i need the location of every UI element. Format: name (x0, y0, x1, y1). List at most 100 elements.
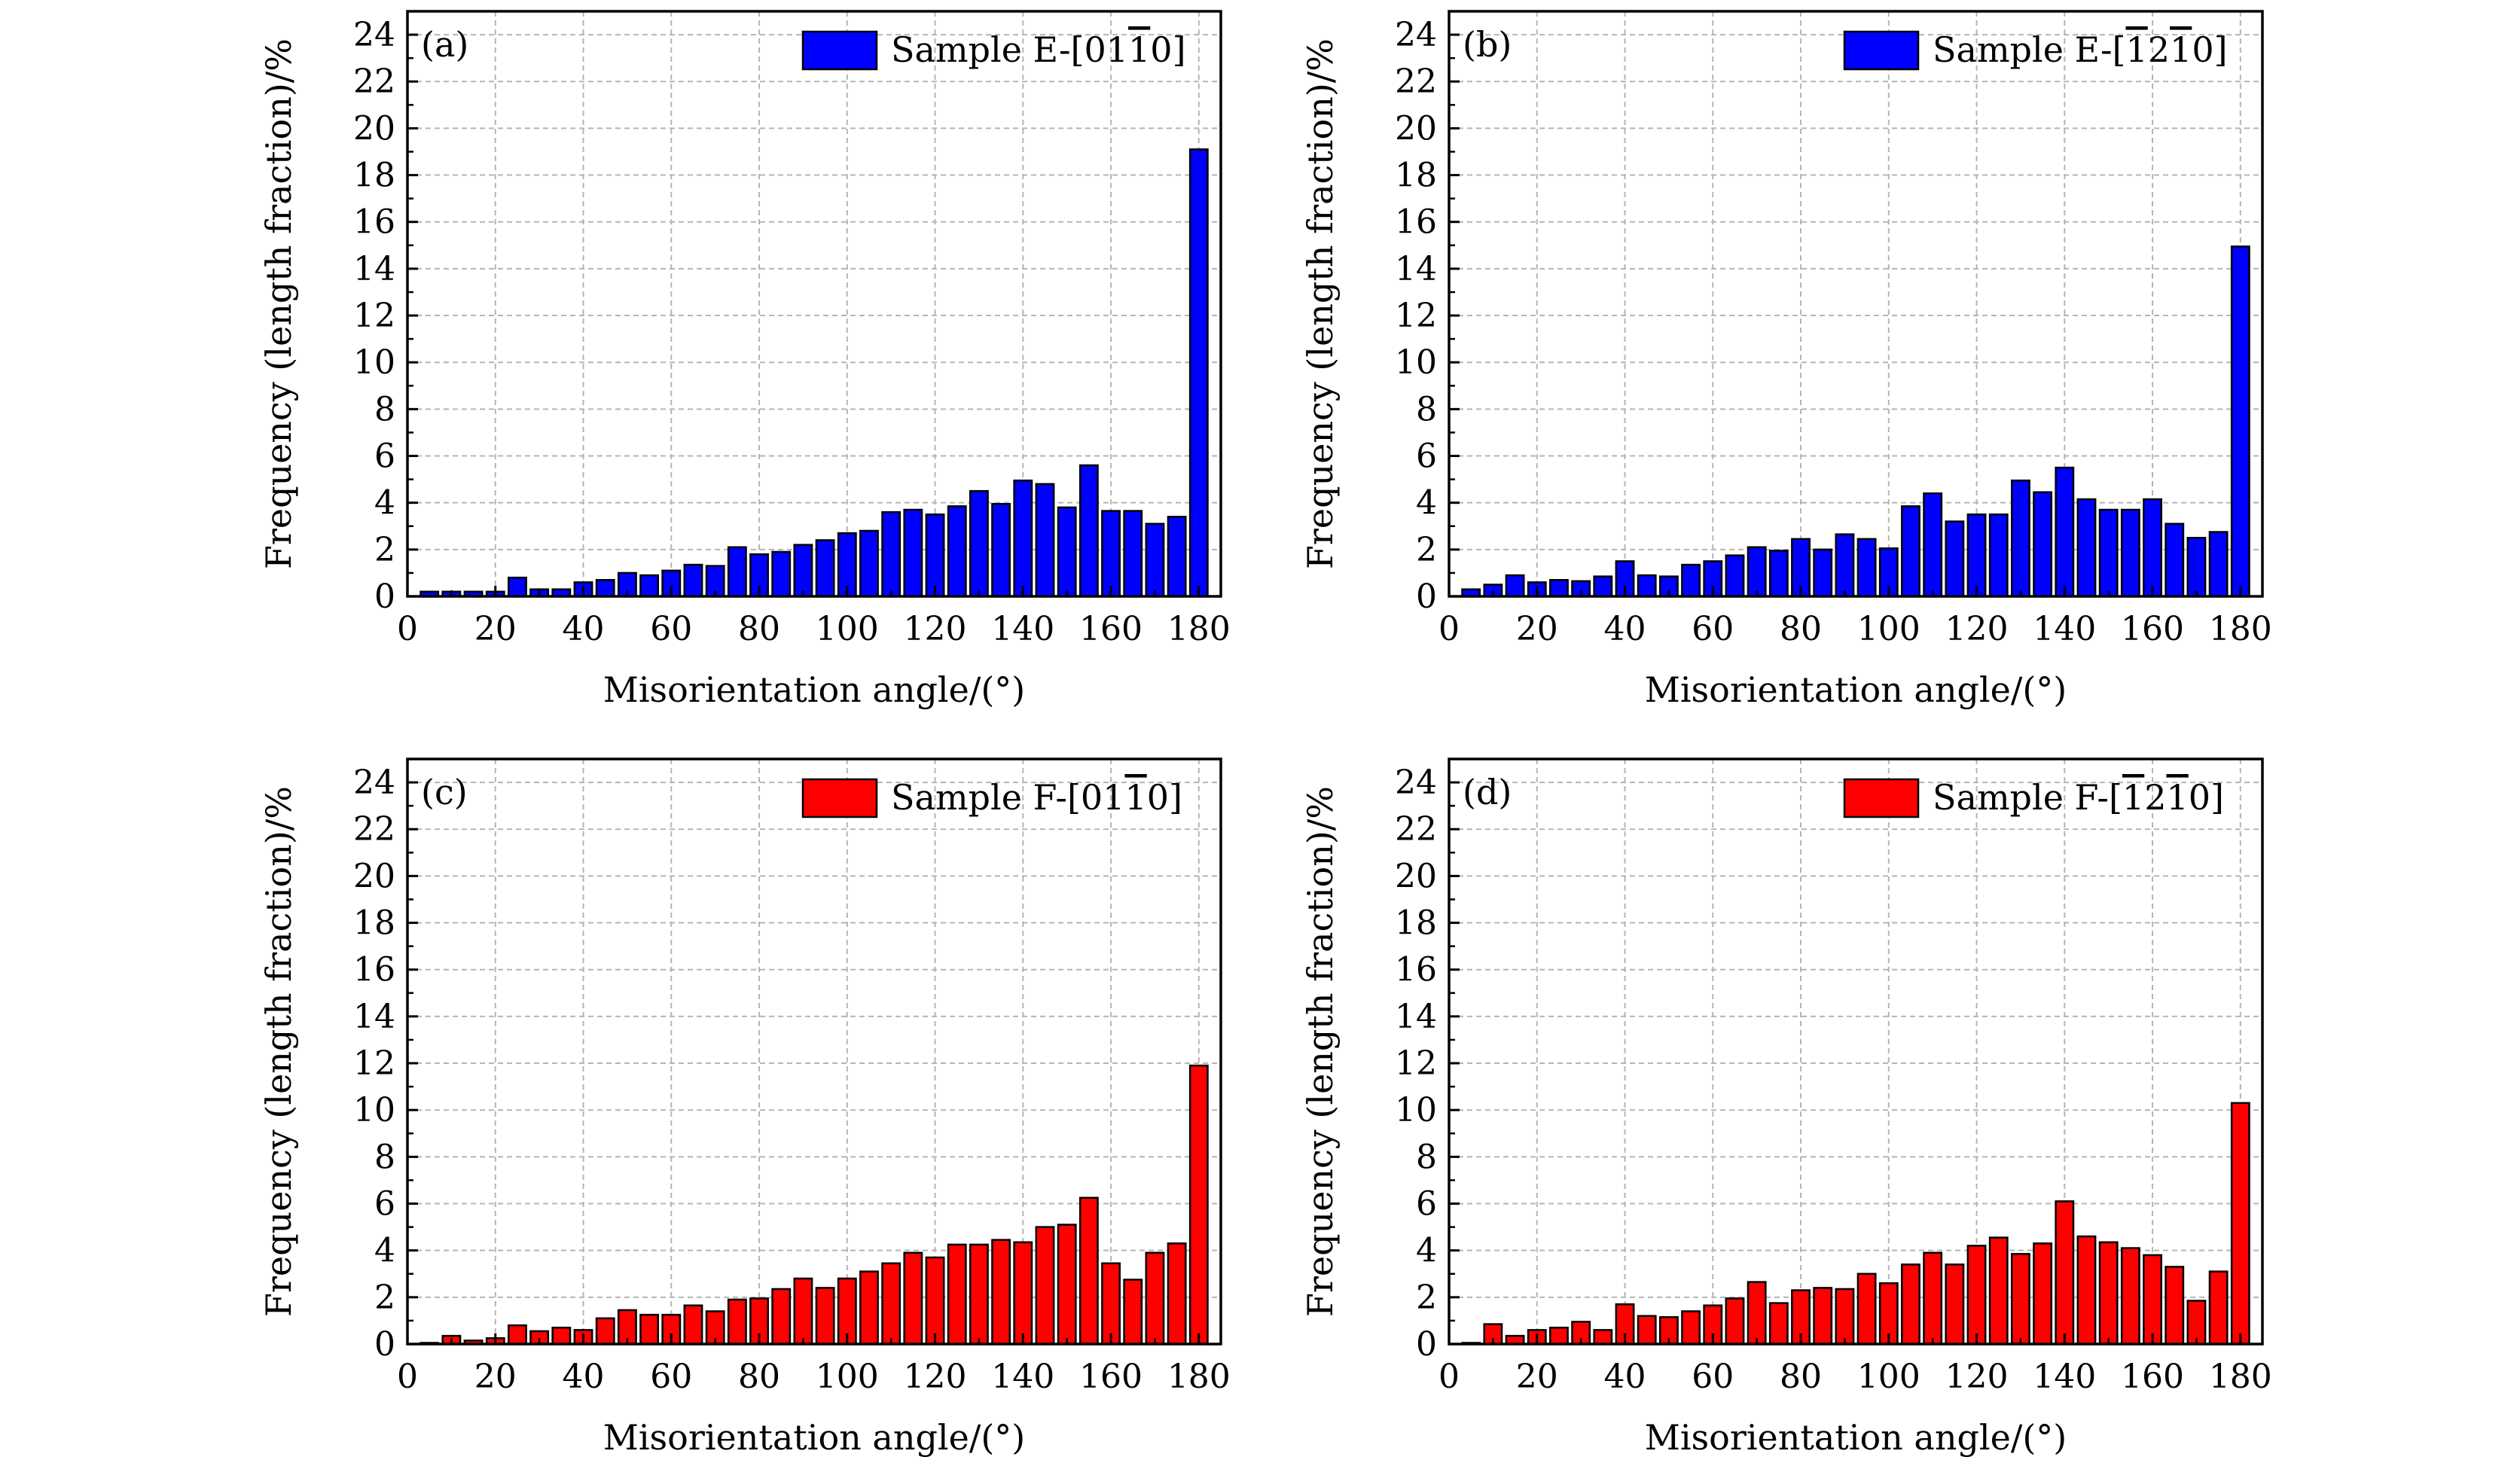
bar (1101, 510, 1121, 598)
y-axis-label: Frequency (length fraction)/% (1300, 38, 1341, 569)
x-tick-label: 180 (2209, 610, 2272, 648)
y-tick-label: 22 (1395, 810, 1437, 849)
x-tick-label: 120 (1945, 1358, 2009, 1396)
axes-frame (1448, 757, 2264, 1346)
y-axis-label: Frequency (length fraction)/% (1300, 786, 1341, 1317)
bar (2010, 1253, 2030, 1346)
x-tick-label: 160 (2121, 1358, 2184, 1396)
bar (2055, 1200, 2075, 1346)
y-tick-label: 2 (1416, 1279, 1437, 1317)
bar (1747, 546, 1767, 598)
x-tick-label: 140 (991, 1358, 1054, 1396)
x-tick-label: 80 (738, 610, 780, 648)
plot-area (1449, 11, 2262, 596)
bar (2076, 498, 2097, 598)
bar (727, 546, 747, 598)
bar (551, 1326, 572, 1346)
y-tick-label: 8 (1416, 1138, 1437, 1176)
bar (1637, 1315, 1657, 1346)
y-tick-label: 0 (374, 1325, 395, 1364)
plot-area (407, 11, 1221, 596)
bar (1747, 1281, 1767, 1346)
x-tick-label: 140 (2033, 1358, 2096, 1396)
bar (1966, 513, 1987, 598)
bar (1988, 1236, 2009, 1346)
bar (1966, 1245, 1987, 1346)
bar (1945, 520, 1965, 598)
y-tick-label: 10 (353, 1091, 395, 1129)
panel-label: (b) (1463, 24, 1512, 65)
y-tick-label: 18 (1395, 904, 1437, 943)
bar (1988, 513, 2009, 598)
bar (1835, 533, 1855, 598)
x-tick-label: 180 (1167, 1358, 1231, 1396)
bar (683, 1304, 703, 1346)
bar (508, 1324, 527, 1346)
legend-text: Sample E-[1210] (1933, 29, 2228, 70)
bar (859, 1270, 879, 1346)
y-tick-label: 24 (353, 764, 395, 802)
y-tick-label: 16 (353, 203, 395, 242)
x-tick-label: 0 (397, 610, 418, 648)
bar (991, 502, 1011, 598)
y-axis-label: Frequency (length fraction)/% (258, 786, 299, 1317)
bar (1856, 538, 1877, 598)
bar (815, 539, 835, 598)
y-tick-label: 0 (1416, 1325, 1437, 1364)
bar (2033, 1242, 2053, 1346)
bar (1188, 1064, 1209, 1346)
bar (1768, 550, 1789, 598)
x-tick-label: 120 (904, 1358, 967, 1396)
x-tick-label: 20 (1516, 1358, 1558, 1396)
bar (1057, 1224, 1077, 1346)
bar (727, 1298, 747, 1346)
bar (1123, 1279, 1143, 1346)
x-tick-label: 140 (991, 610, 1054, 648)
bar (2076, 1235, 2097, 1346)
y-tick-label: 20 (1395, 109, 1437, 148)
x-tick-label: 40 (563, 1358, 605, 1396)
x-tick-label: 60 (1692, 610, 1734, 648)
bar (1593, 1329, 1613, 1346)
bar (1725, 554, 1745, 598)
bar (771, 1288, 792, 1346)
bar (1681, 563, 1701, 598)
bar (1013, 479, 1033, 598)
bar (815, 1287, 835, 1346)
y-tick-label: 8 (1416, 390, 1437, 428)
bar (595, 578, 615, 598)
bar (969, 489, 989, 598)
panel-label: (d) (1463, 772, 1512, 812)
bar (793, 1277, 813, 1346)
y-tick-label: 16 (1395, 203, 1437, 242)
bar (1035, 483, 1055, 598)
x-tick-label: 100 (1857, 1358, 1921, 1396)
bar (771, 550, 792, 598)
bar (925, 1256, 945, 1346)
y-tick-label: 6 (1416, 437, 1437, 476)
bar (2208, 1270, 2229, 1346)
bar (991, 1239, 1011, 1346)
panel-label: (c) (421, 772, 468, 812)
bar (1505, 574, 1525, 598)
x-tick-label: 40 (563, 610, 605, 648)
y-tick-label: 18 (1395, 157, 1437, 195)
x-tick-label: 40 (1604, 1358, 1646, 1396)
y-tick-label: 8 (374, 390, 395, 428)
y-tick-label: 24 (1395, 764, 1437, 802)
bar (2208, 531, 2229, 598)
x-tick-label: 0 (397, 1358, 418, 1396)
bar (1725, 1297, 1745, 1346)
bar (1681, 1310, 1701, 1346)
bar (1078, 464, 1099, 598)
y-tick-label: 24 (1395, 16, 1437, 54)
bar (683, 563, 703, 598)
bar (947, 505, 967, 598)
x-tick-label: 0 (1438, 1358, 1460, 1396)
y-tick-label: 10 (353, 343, 395, 382)
legend-swatch (801, 778, 878, 818)
